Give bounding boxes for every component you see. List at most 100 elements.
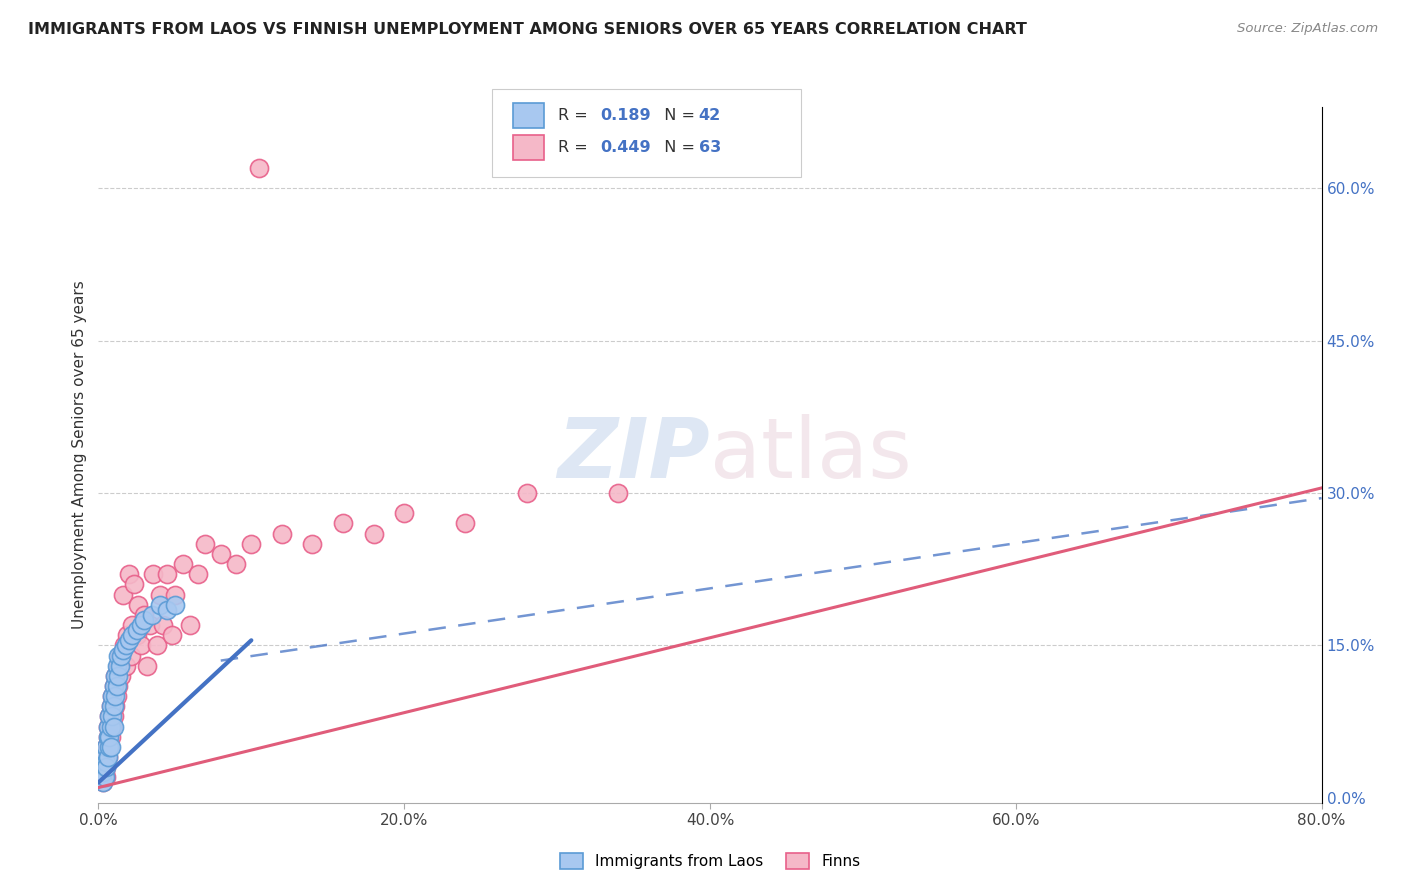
Point bbox=[107, 669, 129, 683]
Point bbox=[136, 658, 159, 673]
Point bbox=[98, 730, 121, 744]
Point bbox=[110, 648, 132, 663]
Point bbox=[141, 607, 163, 622]
Point bbox=[129, 618, 152, 632]
Point bbox=[209, 547, 232, 561]
Point bbox=[104, 689, 127, 703]
Point bbox=[107, 679, 129, 693]
Point bbox=[156, 567, 179, 582]
Point bbox=[93, 771, 115, 785]
Point bbox=[142, 567, 165, 582]
Point bbox=[363, 526, 385, 541]
Point bbox=[94, 739, 117, 754]
Point bbox=[93, 765, 115, 780]
Point bbox=[111, 588, 134, 602]
Point bbox=[90, 771, 112, 785]
Text: N =: N = bbox=[654, 109, 700, 123]
Point bbox=[98, 739, 121, 754]
Point bbox=[97, 750, 120, 764]
Point bbox=[108, 658, 131, 673]
Point bbox=[270, 526, 292, 541]
Point bbox=[160, 628, 183, 642]
Point bbox=[103, 679, 125, 693]
Point bbox=[104, 699, 127, 714]
Point bbox=[91, 775, 114, 789]
Point bbox=[108, 648, 131, 663]
Point bbox=[122, 577, 145, 591]
Point bbox=[332, 516, 354, 531]
Point bbox=[117, 628, 139, 642]
Point bbox=[107, 648, 129, 663]
Point bbox=[516, 486, 538, 500]
Point bbox=[98, 709, 121, 723]
Point bbox=[163, 598, 186, 612]
Point bbox=[194, 537, 217, 551]
Point bbox=[98, 739, 121, 754]
Point bbox=[91, 760, 114, 774]
Text: 0.189: 0.189 bbox=[600, 109, 651, 123]
Point bbox=[100, 699, 122, 714]
Text: 42: 42 bbox=[699, 109, 721, 123]
Text: N =: N = bbox=[654, 140, 700, 154]
Point bbox=[149, 588, 172, 602]
Point bbox=[179, 618, 201, 632]
Point bbox=[105, 679, 128, 693]
Point bbox=[121, 628, 143, 642]
Point bbox=[101, 720, 124, 734]
Text: R =: R = bbox=[558, 109, 593, 123]
Point bbox=[98, 709, 121, 723]
Point bbox=[225, 557, 247, 571]
Point bbox=[156, 603, 179, 617]
Point bbox=[97, 730, 120, 744]
Point bbox=[163, 588, 186, 602]
Point bbox=[120, 648, 142, 663]
Point bbox=[94, 755, 117, 769]
Point bbox=[187, 567, 209, 582]
Point bbox=[134, 607, 156, 622]
Point bbox=[94, 760, 117, 774]
Point bbox=[152, 618, 174, 632]
Point bbox=[91, 775, 114, 789]
Point bbox=[101, 709, 124, 723]
Point bbox=[112, 639, 135, 653]
Point bbox=[104, 669, 127, 683]
Point bbox=[100, 699, 122, 714]
Point bbox=[97, 730, 120, 744]
Point bbox=[101, 689, 124, 703]
Point bbox=[103, 699, 125, 714]
Point bbox=[121, 618, 143, 632]
Point bbox=[97, 720, 120, 734]
Point bbox=[149, 598, 172, 612]
Point bbox=[172, 557, 194, 571]
Point bbox=[247, 161, 270, 175]
Text: 0.449: 0.449 bbox=[600, 140, 651, 154]
Point bbox=[104, 669, 127, 683]
Point bbox=[301, 537, 323, 551]
Point bbox=[101, 689, 124, 703]
Point bbox=[103, 679, 125, 693]
Point bbox=[97, 750, 120, 764]
Point bbox=[392, 506, 416, 520]
Point bbox=[454, 516, 477, 531]
Point bbox=[129, 639, 152, 653]
Text: atlas: atlas bbox=[710, 415, 911, 495]
Point bbox=[97, 720, 120, 734]
Point bbox=[607, 486, 630, 500]
Point bbox=[103, 720, 125, 734]
Legend: Immigrants from Laos, Finns: Immigrants from Laos, Finns bbox=[554, 847, 866, 875]
Point bbox=[145, 639, 167, 653]
Point bbox=[125, 628, 148, 642]
Point bbox=[94, 771, 117, 785]
Point bbox=[105, 658, 128, 673]
Point bbox=[93, 760, 115, 774]
Point bbox=[90, 771, 112, 785]
Y-axis label: Unemployment Among Seniors over 65 years: Unemployment Among Seniors over 65 years bbox=[72, 281, 87, 629]
Point bbox=[118, 567, 141, 582]
Point bbox=[100, 730, 122, 744]
Text: 63: 63 bbox=[699, 140, 721, 154]
Point bbox=[91, 765, 114, 780]
Point bbox=[115, 658, 138, 673]
Point bbox=[105, 689, 128, 703]
Point bbox=[93, 750, 115, 764]
Point bbox=[100, 739, 122, 754]
